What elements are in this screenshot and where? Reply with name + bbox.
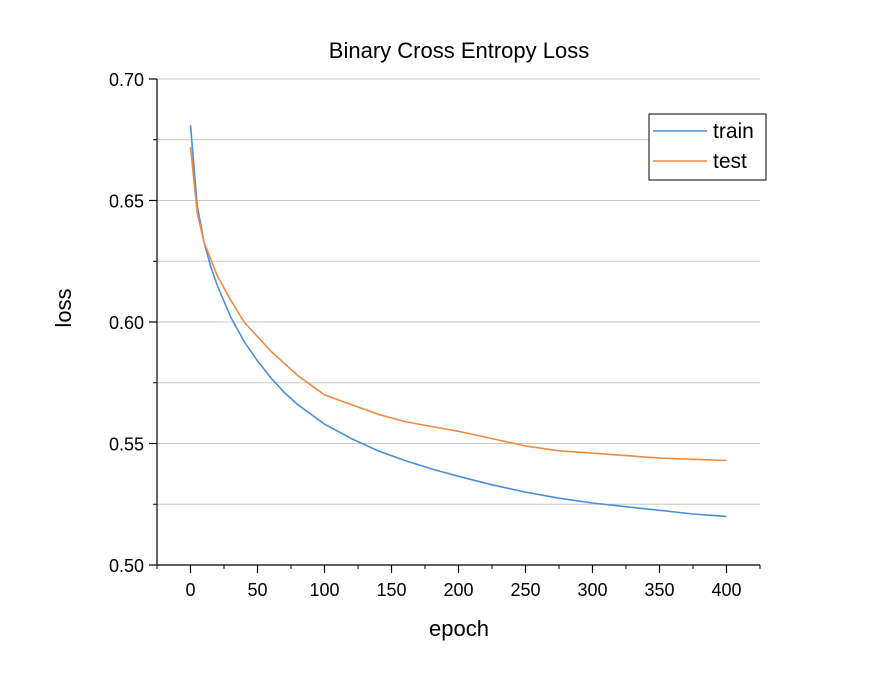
x-tick-label: 100 (309, 580, 339, 600)
y-tick-label: 0.50 (109, 556, 144, 576)
legend-label-train: train (713, 120, 754, 143)
legend-label-test: test (713, 150, 747, 173)
grid-lines (157, 78, 760, 505)
y-tick-label: 0.60 (109, 313, 144, 333)
series-lines (189, 125, 727, 518)
x-tick-label: 300 (577, 580, 607, 600)
x-tick-label: 50 (247, 580, 267, 600)
x-tick-label: 400 (711, 580, 741, 600)
x-tick-label: 200 (443, 580, 473, 600)
y-tick-label: 0.65 (109, 192, 144, 212)
x-tick-label: 350 (644, 580, 674, 600)
y-axis-label: loss (51, 288, 76, 327)
x-axis-label: epoch (429, 616, 489, 641)
chart-title: Binary Cross Entropy Loss (329, 38, 589, 63)
series-line-test (189, 146, 727, 462)
y-tick-label: 0.70 (109, 70, 144, 90)
legend: train test (648, 113, 767, 181)
x-tick-label: 250 (510, 580, 540, 600)
x-tick-label: 150 (376, 580, 406, 600)
series-line-train (189, 125, 727, 518)
y-tick-label: 0.55 (109, 435, 144, 455)
legend-box (648, 113, 767, 181)
x-tick-label: 0 (185, 580, 195, 600)
axes: 0.50 0.55 0.60 0.65 0.70 0 50 100 150 200 250 300 35… (109, 70, 761, 600)
